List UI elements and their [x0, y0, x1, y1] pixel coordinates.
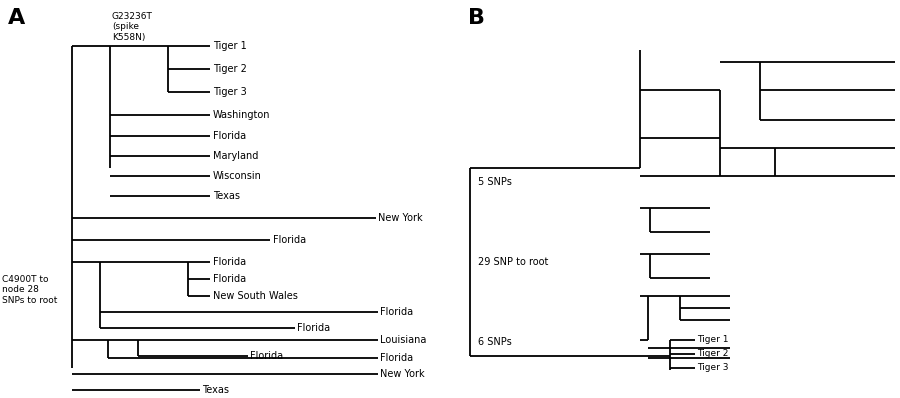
Text: Louisiana: Louisiana [380, 335, 427, 345]
Text: 5 SNPs: 5 SNPs [478, 177, 512, 187]
Text: Tiger 2: Tiger 2 [213, 64, 247, 74]
Text: Florida: Florida [380, 307, 413, 317]
Text: New South Wales: New South Wales [213, 291, 298, 301]
Text: C4900T to
node 28
SNPs to root: C4900T to node 28 SNPs to root [2, 275, 58, 305]
Text: Florida: Florida [213, 257, 246, 267]
Text: Tiger 2: Tiger 2 [697, 349, 728, 359]
Text: Texas: Texas [213, 191, 240, 201]
Text: Wisconsin: Wisconsin [213, 171, 262, 181]
Text: Texas: Texas [202, 385, 229, 395]
Text: Florida: Florida [213, 131, 246, 141]
Text: 6 SNPs: 6 SNPs [478, 337, 512, 347]
Text: A: A [8, 8, 25, 28]
Text: Florida: Florida [297, 323, 330, 333]
Text: Tiger 3: Tiger 3 [697, 363, 728, 373]
Text: Florida: Florida [250, 351, 284, 361]
Text: New York: New York [378, 213, 423, 223]
Text: Maryland: Maryland [213, 151, 258, 161]
Text: Tiger 3: Tiger 3 [213, 87, 247, 97]
Text: Florida: Florida [213, 274, 246, 284]
Text: Florida: Florida [273, 235, 306, 245]
Text: G23236T
(spike
K558N): G23236T (spike K558N) [112, 12, 153, 42]
Text: B: B [468, 8, 485, 28]
Text: Tiger 1: Tiger 1 [697, 336, 728, 345]
Text: New York: New York [380, 369, 425, 379]
Text: 29 SNP to root: 29 SNP to root [478, 257, 548, 267]
Text: Tiger 1: Tiger 1 [213, 41, 247, 51]
Text: Florida: Florida [380, 353, 413, 363]
Text: Washington: Washington [213, 110, 271, 120]
